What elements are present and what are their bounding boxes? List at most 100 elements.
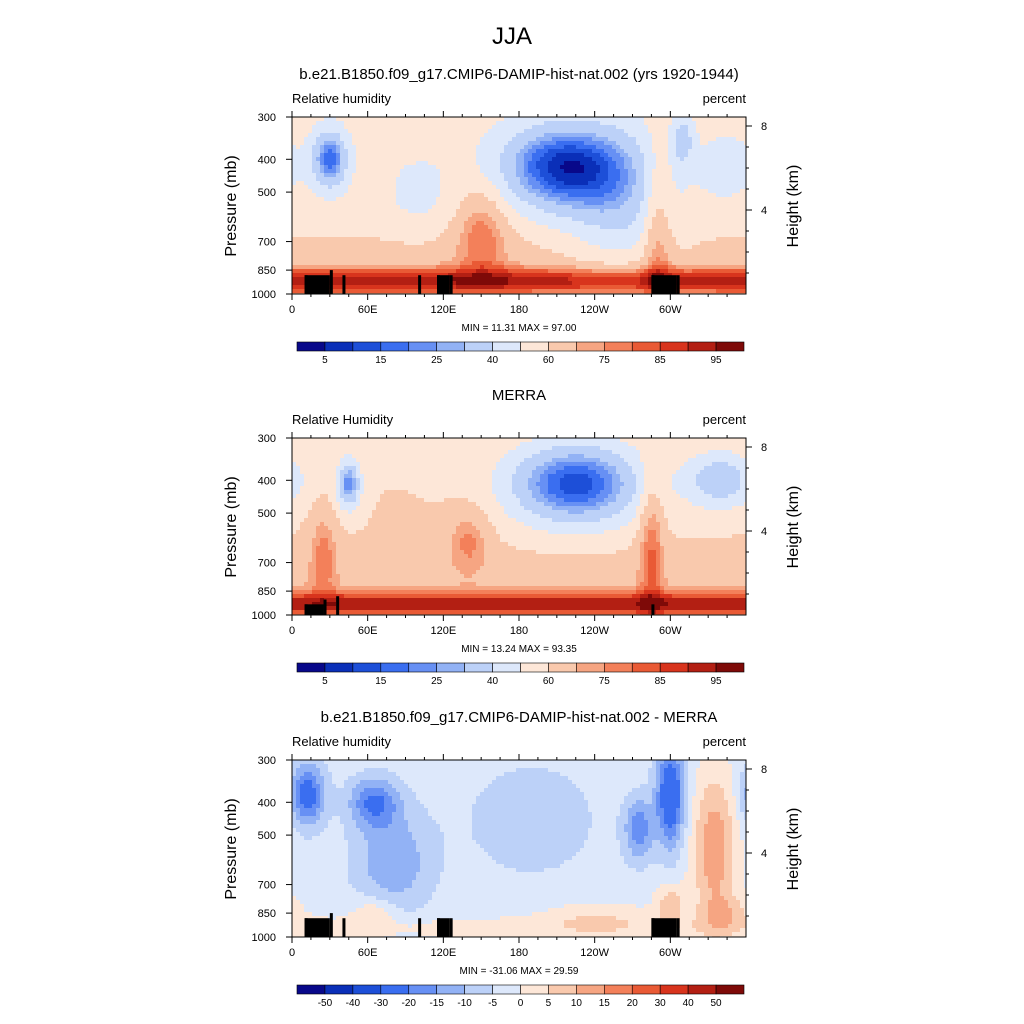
heatmap-cell [712,153,717,158]
heatmap-cell [732,253,737,258]
heatmap-cell [512,237,517,242]
heatmap-cell [680,129,685,134]
heatmap-cell [492,157,497,162]
heatmap-cell [544,125,549,130]
heatmap-cell [624,229,629,234]
heatmap-cell [488,233,493,238]
heatmap-cell [652,173,657,178]
heatmap-cell [448,205,453,210]
heatmap-cell [544,261,549,266]
heatmap-cell [488,213,493,218]
heatmap-cell [564,241,569,246]
heatmap-cell [424,225,429,230]
heatmap-cell [436,121,441,126]
heatmap-cell [348,265,353,270]
heatmap-cell [380,265,385,270]
heatmap-cell [668,217,673,222]
heatmap-cell [676,261,681,266]
heatmap-cell [644,273,649,278]
heatmap-cell [360,217,365,222]
heatmap-cell [396,129,401,134]
heatmap-cell [648,201,653,206]
heatmap-cell [664,257,669,262]
heatmap-cell [492,125,497,130]
heatmap-cell [484,165,489,170]
heatmap-cell [544,177,549,182]
heatmap-cell [436,173,441,178]
heatmap-cell [660,145,665,150]
heatmap-cell [500,137,505,142]
heatmap-cell [296,165,301,170]
heatmap-cell [352,241,357,246]
heatmap-cell [504,257,509,262]
heatmap-cell [616,245,621,250]
heatmap-cell [732,137,737,142]
heatmap-cell [712,269,717,274]
heatmap-cell [364,165,369,170]
heatmap-cell [472,249,477,254]
heatmap-cell [324,261,329,266]
heatmap-cell [308,229,313,234]
heatmap-cell [692,277,697,282]
heatmap-cell [348,153,353,158]
heatmap-cell [620,173,625,178]
heatmap-cell [656,269,661,274]
heatmap-cell [384,185,389,190]
heatmap-cell [524,277,529,282]
heatmap-cell [556,253,561,258]
heatmap-cell [680,157,685,162]
heatmap-cell [348,221,353,226]
heatmap-cell [572,241,577,246]
heatmap-cell [488,145,493,150]
heatmap-cell [500,237,505,242]
heatmap-cell [716,209,721,214]
heatmap-cell [592,241,597,246]
heatmap-cell [300,217,305,222]
heatmap-cell [332,209,337,214]
heatmap-cell [656,265,661,270]
heatmap-cell [476,281,481,286]
heatmap-cell [392,229,397,234]
heatmap-cell [520,181,525,186]
heatmap-cell [656,225,661,230]
heatmap-cell [496,257,501,262]
heatmap-cell [660,133,665,138]
heatmap-cell [368,209,373,214]
heatmap-cell [608,197,613,202]
heatmap-cell [636,281,641,286]
heatmap-cell [684,169,689,174]
heatmap-cell [372,169,377,174]
heatmap-cell [724,201,729,206]
heatmap-cell [716,281,721,286]
heatmap-cell [480,145,485,150]
heatmap-cell [672,221,677,226]
heatmap-cell [344,217,349,222]
heatmap-cell [580,261,585,266]
heatmap-cell [616,129,621,134]
heatmap-cell [292,189,297,194]
heatmap-cell [680,189,685,194]
heatmap-cell [388,185,393,190]
heatmap-cell [608,285,613,290]
heatmap-cell [568,269,573,274]
heatmap-cell [408,153,413,158]
heatmap-cell [516,233,521,238]
heatmap-cell [668,177,673,182]
heatmap-cell [604,121,609,126]
heatmap-cell [568,125,573,130]
heatmap-cell [692,141,697,146]
heatmap-cell [384,133,389,138]
heatmap-cell [736,165,741,170]
heatmap-cell [712,121,717,126]
heatmap-cell [364,241,369,246]
heatmap-cell [712,129,717,134]
heatmap-cell [500,145,505,150]
heatmap-cell [456,133,461,138]
heatmap-cell [668,225,673,230]
heatmap-cell [620,277,625,282]
heatmap-cell [668,165,673,170]
heatmap-cell [596,161,601,166]
heatmap-cell [524,189,529,194]
heatmap-cell [512,273,517,278]
heatmap-cell [464,125,469,130]
